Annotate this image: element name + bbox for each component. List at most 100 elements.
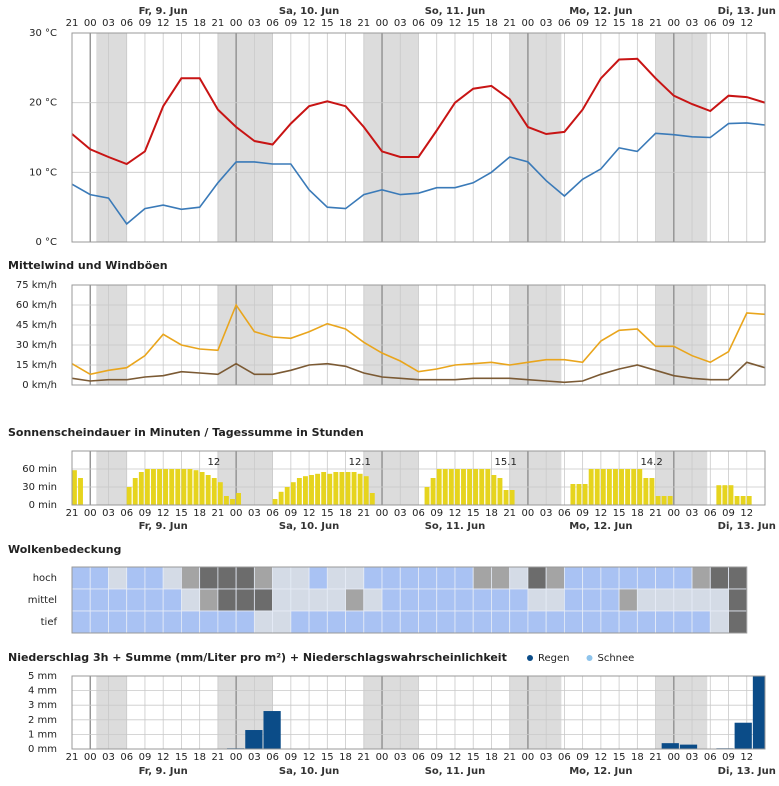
- bar: [631, 469, 637, 505]
- bar: [740, 496, 746, 505]
- cloud-cell: [381, 610, 401, 634]
- cloud-cell: [673, 566, 693, 590]
- cloud-cell: [381, 588, 401, 612]
- cloud-cell: [108, 566, 128, 590]
- daily-sum: 15.1: [495, 457, 517, 468]
- cloud-cell: [709, 588, 729, 612]
- x-tick-label: 21: [649, 508, 662, 519]
- bar: [345, 472, 351, 505]
- x-tick-label: 12: [740, 18, 753, 29]
- bar: [582, 484, 588, 505]
- row-label: hoch: [33, 573, 57, 584]
- x-tick-label: 06: [120, 508, 133, 519]
- x-tick-label: 06: [704, 18, 717, 29]
- bar: [357, 473, 363, 505]
- x-tick-label: 12: [449, 18, 462, 29]
- cloud-cell: [71, 588, 91, 612]
- x-tick-label: 09: [576, 752, 589, 763]
- x-tick-label: 12: [303, 18, 316, 29]
- x-tick-label: 15: [613, 752, 626, 763]
- bar: [473, 469, 479, 505]
- x-tick-label: 15: [321, 18, 334, 29]
- bar: [722, 485, 728, 505]
- x-tick-label: 21: [503, 18, 516, 29]
- panel-border: [71, 284, 766, 386]
- x-tick-label: 00: [376, 752, 389, 763]
- x-tick-label: 15: [175, 18, 188, 29]
- series-line: [72, 303, 765, 376]
- bar: [625, 469, 631, 505]
- x-tick-label: 18: [193, 752, 206, 763]
- x-tick-label: 15: [321, 752, 334, 763]
- x-tick-label: 00: [522, 508, 535, 519]
- cloud-cell: [89, 610, 109, 634]
- x-tick-label: 12: [157, 18, 170, 29]
- bar: [333, 472, 339, 505]
- night-band: [655, 285, 708, 385]
- cloud-cell: [600, 588, 620, 612]
- cloud-cell: [199, 566, 219, 590]
- cloud-cell: [491, 588, 511, 612]
- x-tick-label: 06: [704, 508, 717, 519]
- x-tick-label: 18: [631, 18, 644, 29]
- x-tick-label: 00: [84, 508, 97, 519]
- daily-sum: 12.1: [349, 457, 371, 468]
- x-tick-label: 06: [412, 18, 425, 29]
- x-tick-label: 21: [212, 508, 225, 519]
- cloud-cell: [181, 610, 201, 634]
- cloud-cell: [600, 566, 620, 590]
- bar: [461, 469, 466, 505]
- x-tick-label: 00: [84, 18, 97, 29]
- cloud-cell: [162, 610, 182, 634]
- night-band: [96, 451, 127, 505]
- x-tick-label: 21: [66, 508, 79, 519]
- panel-border: [71, 32, 766, 243]
- x-tick-label: 12: [157, 508, 170, 519]
- bar: [303, 476, 308, 505]
- x-tick-label: 03: [248, 752, 261, 763]
- x-tick-label: 18: [485, 508, 498, 519]
- cloud-cell: [399, 588, 419, 612]
- row-label: tief: [41, 617, 58, 628]
- x-tick-label: 21: [212, 752, 225, 763]
- x-tick-label: 15: [175, 508, 188, 519]
- bar: [600, 469, 606, 505]
- x-tick-label: 03: [394, 508, 407, 519]
- day-label: Fr, 9. Jun: [139, 521, 188, 532]
- bar: [169, 469, 175, 505]
- day-label: So, 11. Jun: [425, 6, 486, 17]
- bar: [278, 491, 284, 505]
- cloud-cell: [618, 588, 638, 612]
- bar: [454, 469, 460, 505]
- cloud-cell: [728, 610, 748, 634]
- x-tick-label: 15: [321, 508, 334, 519]
- x-tick-label: 12: [740, 508, 753, 519]
- bar: [752, 676, 765, 749]
- cloud-cell: [345, 566, 365, 590]
- cloud-cell: [582, 588, 602, 612]
- bar: [430, 478, 436, 505]
- bar: [272, 499, 278, 505]
- x-tick-label: 06: [266, 752, 279, 763]
- legend-label: Schnee: [598, 653, 635, 664]
- x-tick-label: 18: [631, 508, 644, 519]
- cloud-cell: [272, 566, 292, 590]
- cloud-cell: [126, 588, 146, 612]
- cloud-cell: [618, 566, 638, 590]
- bar: [157, 469, 162, 505]
- x-tick-label: 21: [503, 752, 516, 763]
- bar: [442, 469, 448, 505]
- bar: [661, 743, 679, 749]
- panel-border: [71, 566, 748, 634]
- bar: [236, 493, 242, 505]
- y-tick-label: 15 km/h: [16, 360, 57, 371]
- x-tick-label: 06: [266, 18, 279, 29]
- x-tick-label: 06: [558, 18, 571, 29]
- cloud-cell: [71, 566, 91, 590]
- x-tick-label: 06: [704, 752, 717, 763]
- cloud-cell: [181, 566, 201, 590]
- cloud-cell: [563, 566, 584, 590]
- x-tick-label: 09: [722, 508, 735, 519]
- bar: [199, 472, 205, 505]
- x-tick-label: 00: [522, 752, 535, 763]
